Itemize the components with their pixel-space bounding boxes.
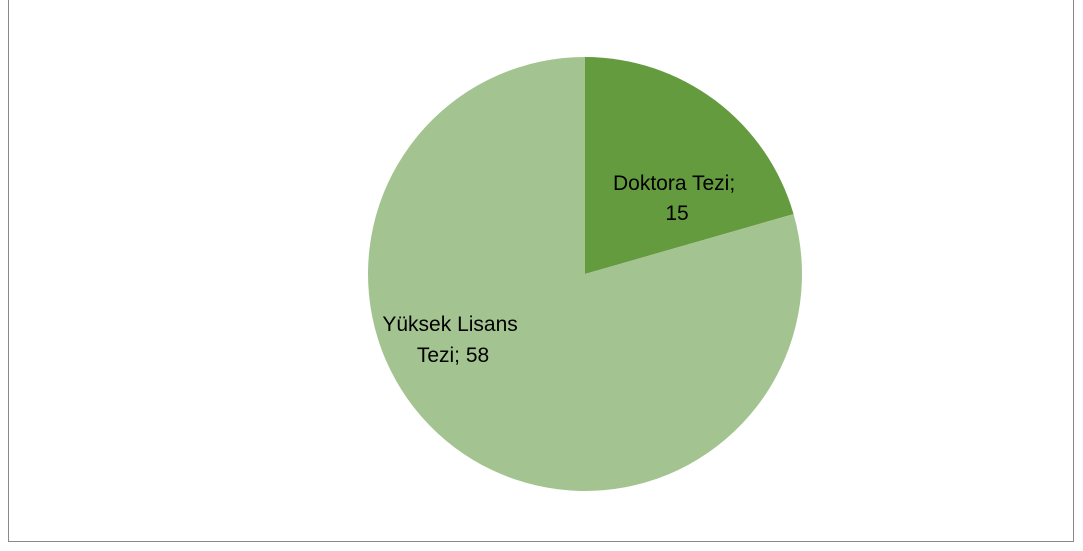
slice-label-doktora-tezi: Doktora Tezi; 15 [613,172,741,225]
slice-label-yuksek-lisans-tezi-line-2: Tezi; 58 [417,344,489,367]
pie-slices [367,57,803,491]
pie-slice-yuksek-lisans-tezi [367,57,803,491]
slice-label-yuksek-lisans-tezi: Yüksek Lisans Tezi; 58 [382,313,523,367]
pie-labels: Doktora Tezi; 15 Yüksek Lisans Tezi; 58 [382,172,741,367]
slice-label-yuksek-lisans-tezi-line-1: Yüksek Lisans [382,313,517,336]
pie-slice-doktora-tezi [585,57,794,274]
slice-label-doktora-tezi-line-1: Doktora Tezi; [613,172,735,195]
slice-label-doktora-tezi-line-2: 15 [665,202,688,225]
